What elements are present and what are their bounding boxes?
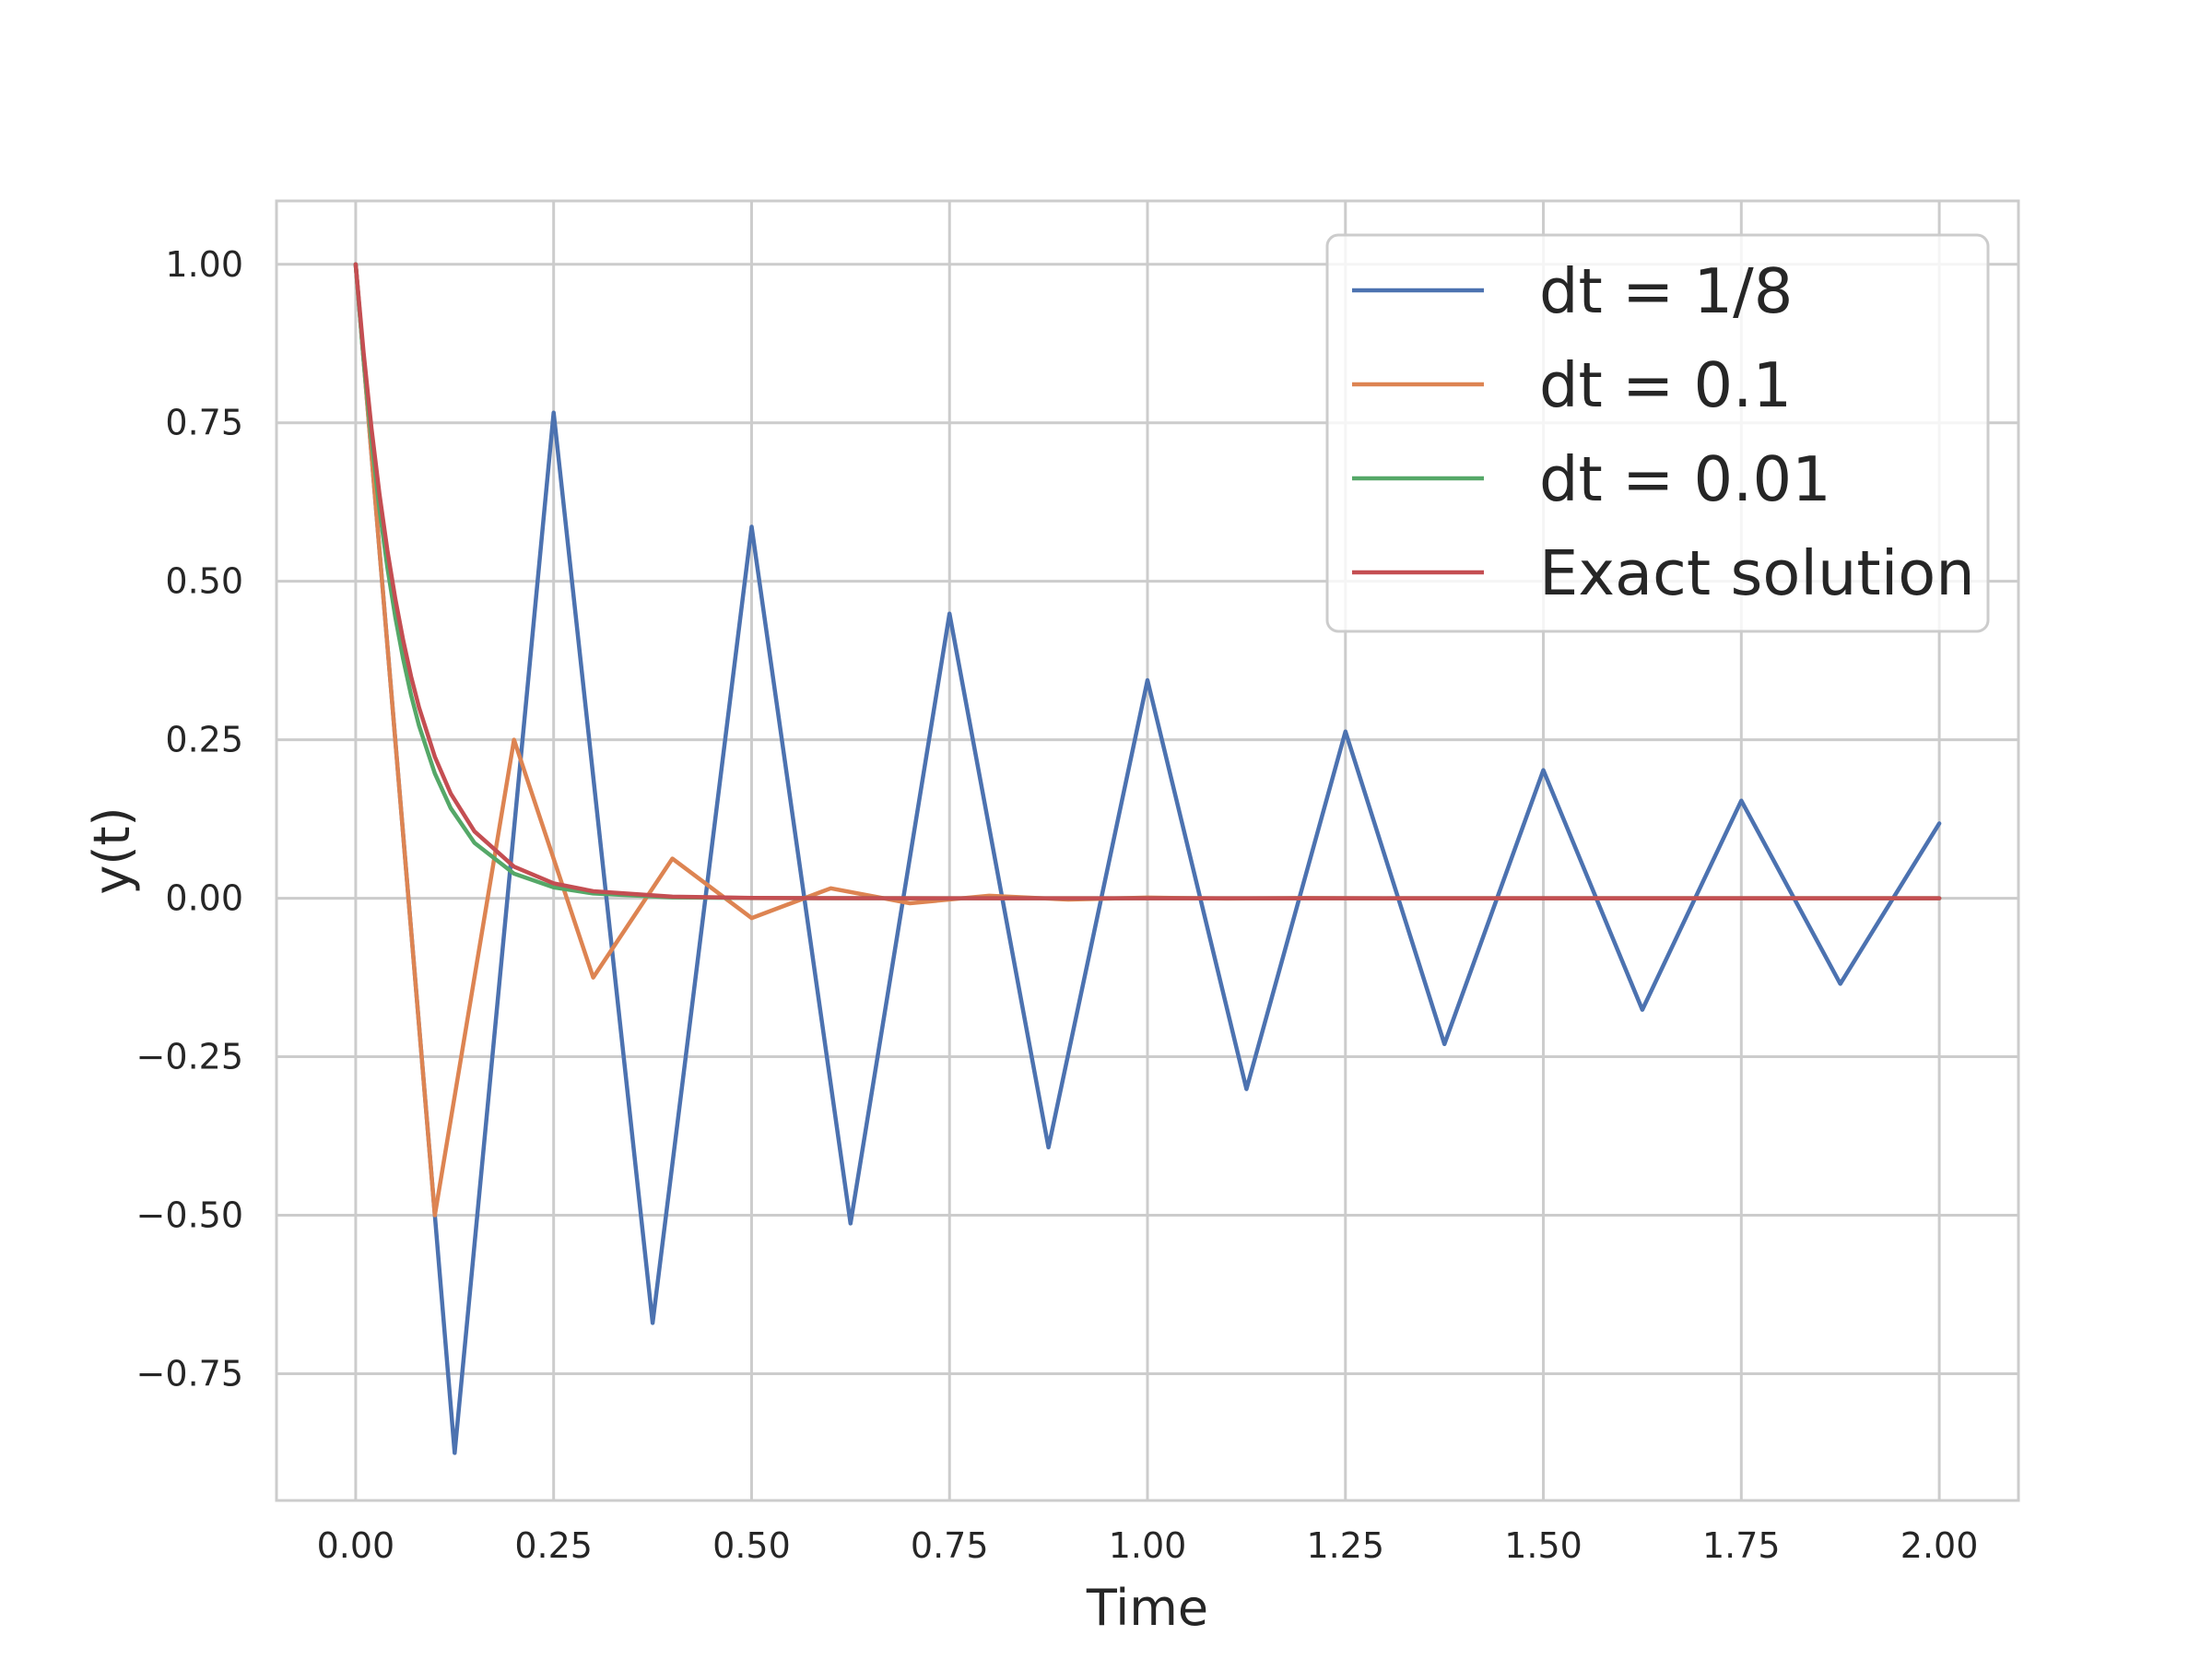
x-tick-label: 1.00 [1109,1525,1187,1566]
y-tick-label: 0.00 [165,878,243,919]
y-tick-label: 1.00 [165,244,243,285]
series-layer [353,262,1942,1455]
x-tick-label: 2.00 [1900,1525,1979,1566]
series-line-3 [353,262,1942,900]
x-tick-label: 1.75 [1702,1525,1781,1566]
legend-box [1325,233,1990,633]
x-tick-label: 0.50 [712,1525,791,1566]
legend-label: dt = 0.01 [1539,443,1831,515]
legend: dt = 1/8 dt = 0.1 dt = 0.01 Exact solution [1325,233,1990,633]
series-line-0 [353,262,1942,1455]
y-tick-label: 0.75 [165,403,243,443]
y-tick-label: 0.50 [165,561,243,602]
x-tick-labels: 0.00 0.25 0.50 0.75 1.00 1.25 1.50 1.75 2.00 [317,1525,1979,1566]
legend-label: dt = 0.1 [1539,349,1792,421]
y-tick-labels: 1.00 0.75 0.50 0.25 0.00 −0.25 −0.50 −0.75 [136,244,243,1394]
y-tick-label: −0.50 [136,1194,243,1235]
legend-label: Exact solution [1539,537,1975,609]
legend-label: dt = 1/8 [1539,255,1793,327]
plot-frame [275,199,2020,1502]
x-axis-label: Time [1086,1579,1208,1637]
y-tick-label: 0.25 [165,720,243,760]
y-tick-label: −0.25 [136,1037,243,1077]
x-tick-label: 0.00 [317,1525,395,1566]
x-tick-label: 0.75 [911,1525,989,1566]
y-axis-label: y(t) [83,806,141,894]
x-tick-label: 1.50 [1504,1525,1583,1566]
x-tick-label: 1.25 [1306,1525,1384,1566]
x-tick-label: 0.25 [514,1525,593,1566]
y-tick-label: −0.75 [136,1353,243,1394]
